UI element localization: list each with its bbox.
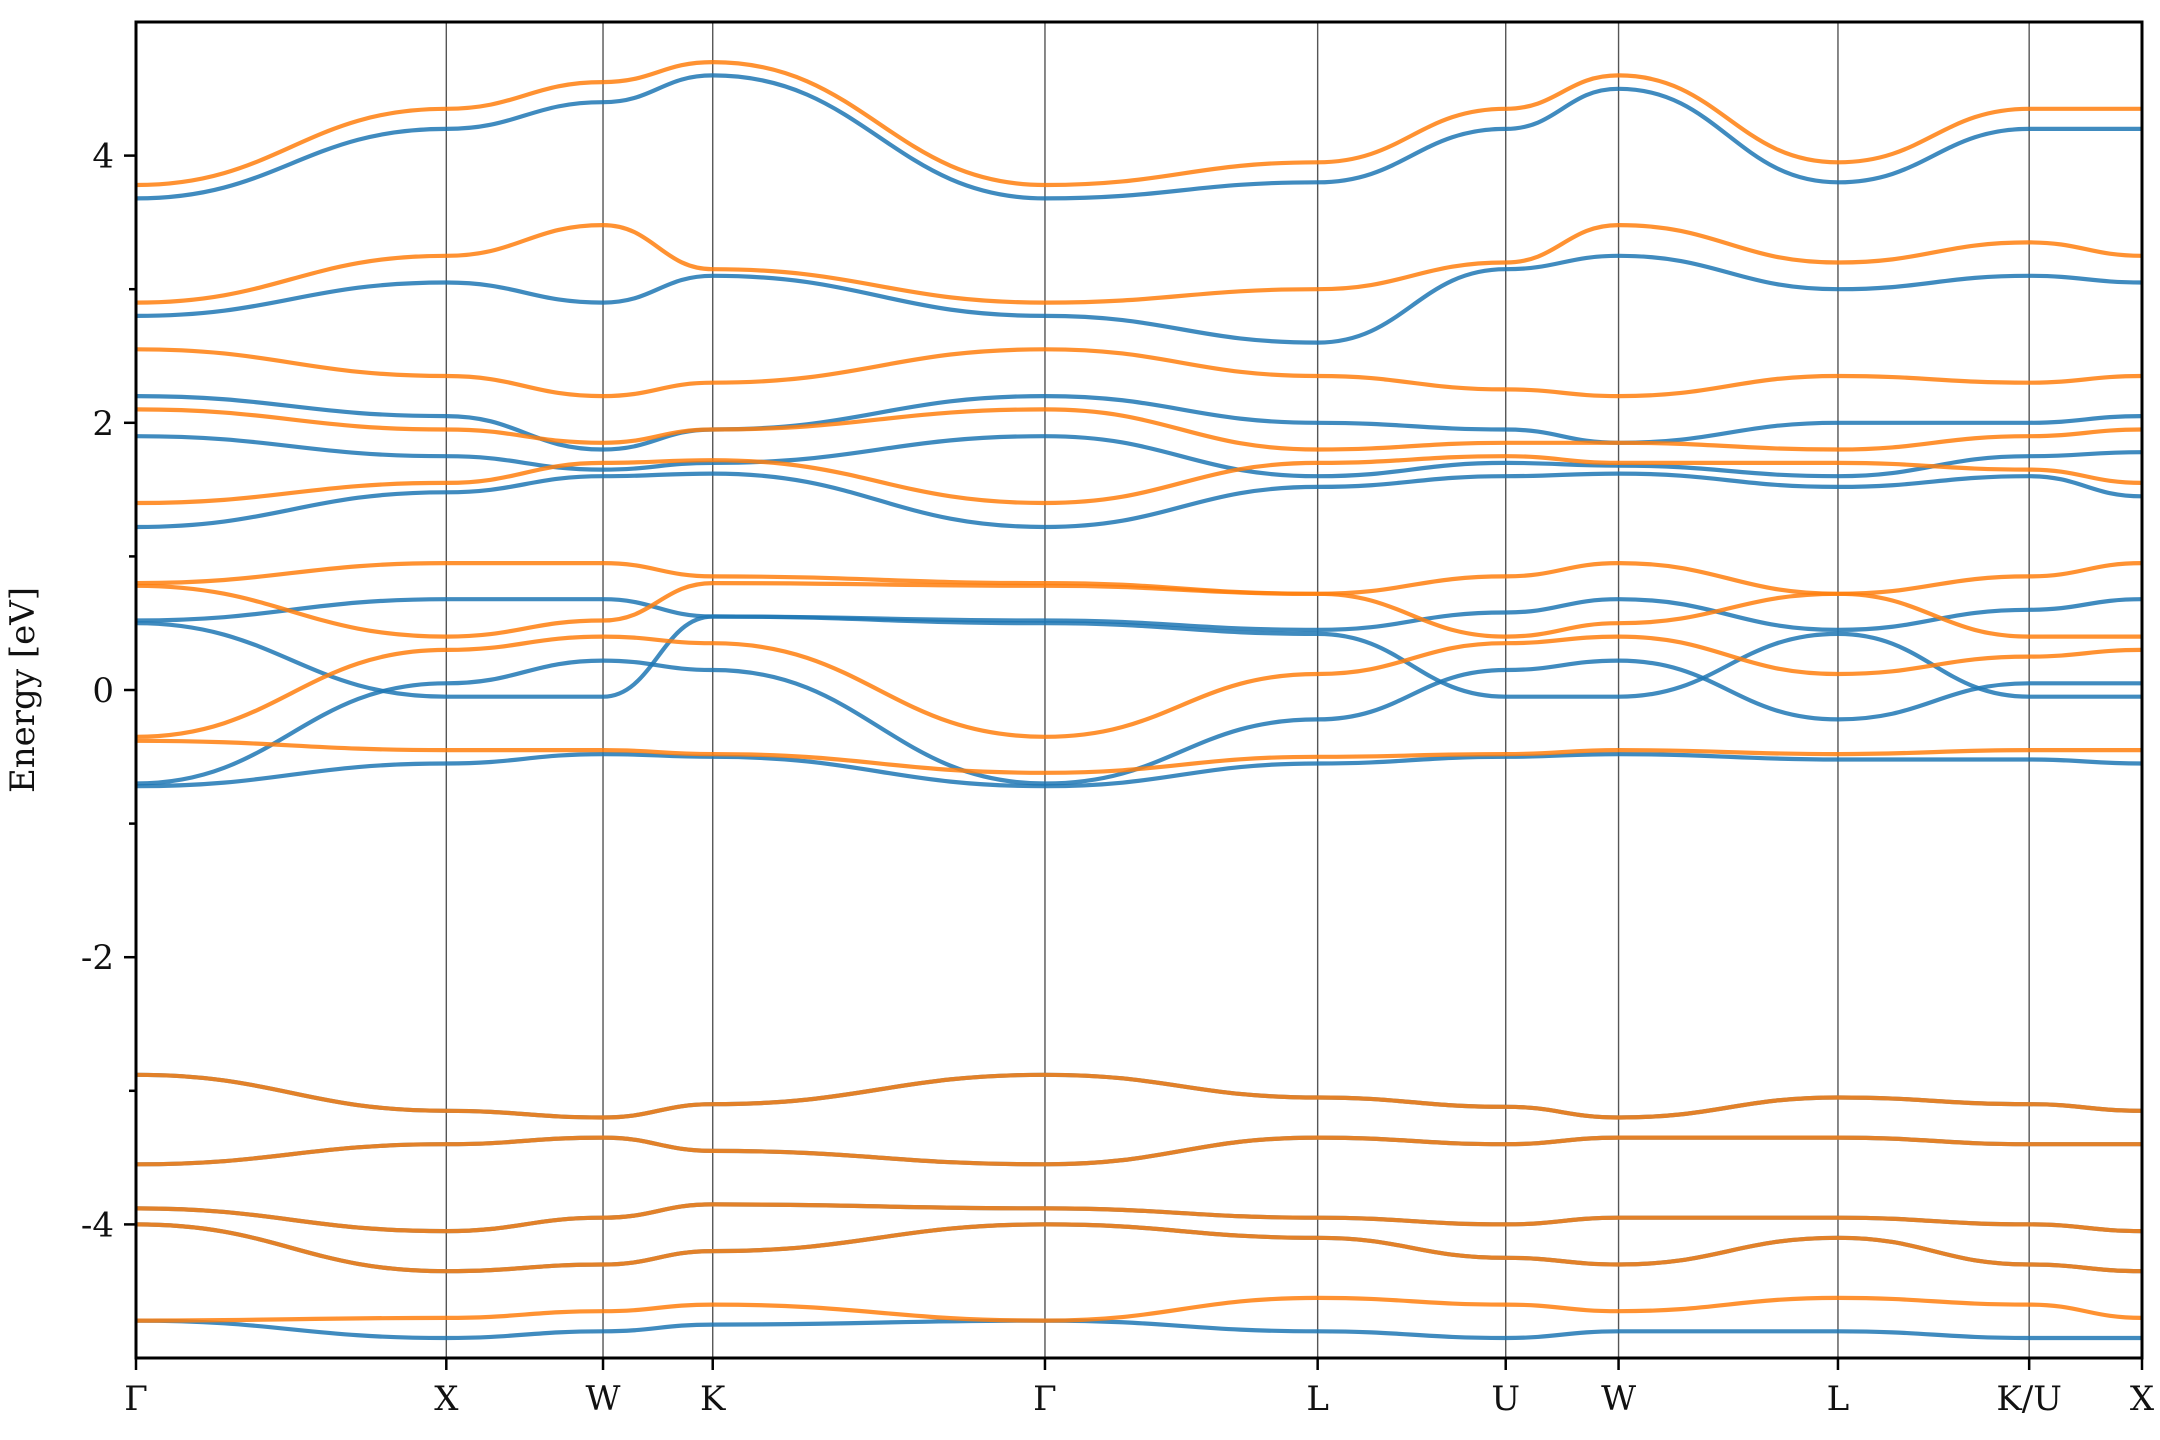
band-line-series-1-8 [136, 60, 2142, 188]
band-line-series-0-5 [136, 434, 2142, 479]
band-line-series-1-1 [136, 634, 2142, 739]
x-tick-label: K [700, 1379, 726, 1419]
band-line-series-1-13 [136, 1295, 2142, 1323]
band-line-series-1-3 [136, 560, 2142, 596]
band-line-series-0-4 [136, 471, 2142, 530]
band-line-series-0-0 [136, 752, 2142, 789]
y-tick-label: 2 [92, 404, 114, 444]
band-line-series-0-13 [136, 1318, 2142, 1341]
band-line-series-0-10 [136, 1135, 2142, 1167]
band-line-series-1-11 [136, 1202, 2142, 1234]
kpoint-lines [445, 22, 2030, 1358]
y-tick-label: -2 [81, 938, 114, 978]
band-line-series-0-2 [136, 614, 2142, 699]
x-tick-label: L [1827, 1379, 1850, 1419]
axes: 4 2 0 -2 -4 Γ X W K Γ L U W L K/U X [81, 20, 2155, 1419]
x-tick-label: W [1601, 1379, 1636, 1419]
band-line-series-1-6 [136, 347, 2142, 399]
band-line-series-1-5 [136, 407, 2142, 452]
bands [136, 60, 2142, 1341]
band-line-series-1-7 [136, 223, 2142, 305]
x-tick-label: X [434, 1379, 459, 1419]
band-line-series-1-4 [136, 454, 2142, 506]
x-tick-label: Γ [1033, 1379, 1057, 1419]
band-line-series-1-9 [136, 1072, 2142, 1120]
band-line-series-0-6 [136, 394, 2142, 452]
band-line-series-0-3 [136, 597, 2142, 632]
x-tick-label: X [2130, 1379, 2155, 1419]
band-line-series-0-8 [136, 73, 2142, 201]
band-line-series-1-0 [136, 738, 2142, 775]
y-axis-label: Energy [eV] [3, 587, 43, 793]
band-line-series-1-12 [136, 1222, 2142, 1274]
band-line-series-0-1 [136, 658, 2142, 786]
band-line-series-1-10 [136, 1135, 2142, 1167]
y-tick-label: 4 [92, 137, 114, 177]
y-tick-label: -4 [81, 1205, 114, 1245]
x-tick-label: U [1491, 1379, 1520, 1419]
x-tick-label: L [1306, 1379, 1329, 1419]
x-tick-label: K/U [1996, 1379, 2062, 1419]
x-tick-label: W [586, 1379, 621, 1419]
band-line-series-0-7 [136, 253, 2142, 345]
x-tick-label: Γ [124, 1379, 148, 1419]
y-tick-label: 0 [92, 671, 114, 711]
